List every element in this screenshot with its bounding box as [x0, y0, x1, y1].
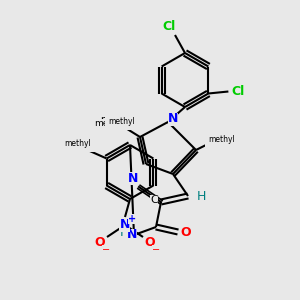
Text: C: C: [150, 195, 158, 205]
Text: N: N: [120, 218, 130, 232]
Text: methyl: methyl: [94, 118, 126, 127]
Text: methyl: methyl: [208, 136, 236, 145]
Text: Cl: Cl: [162, 20, 176, 32]
Text: −: −: [102, 245, 110, 255]
Text: H: H: [119, 226, 129, 239]
Text: −: −: [152, 245, 160, 255]
Text: N: N: [128, 172, 138, 184]
Text: N: N: [127, 229, 137, 242]
Text: N: N: [168, 112, 178, 125]
Text: +: +: [128, 214, 136, 224]
Text: Cl: Cl: [232, 85, 245, 98]
Text: methyl: methyl: [64, 139, 91, 148]
Text: methyl: methyl: [109, 118, 135, 127]
Text: methyl: methyl: [100, 115, 134, 125]
Text: O: O: [145, 236, 155, 250]
Text: methyl: methyl: [208, 134, 240, 142]
Text: methyl: methyl: [112, 118, 140, 127]
Text: H: H: [196, 190, 206, 202]
Text: O: O: [181, 226, 191, 238]
Text: O: O: [95, 236, 105, 250]
Text: methyl: methyl: [205, 134, 231, 143]
Text: methyl: methyl: [63, 140, 94, 149]
